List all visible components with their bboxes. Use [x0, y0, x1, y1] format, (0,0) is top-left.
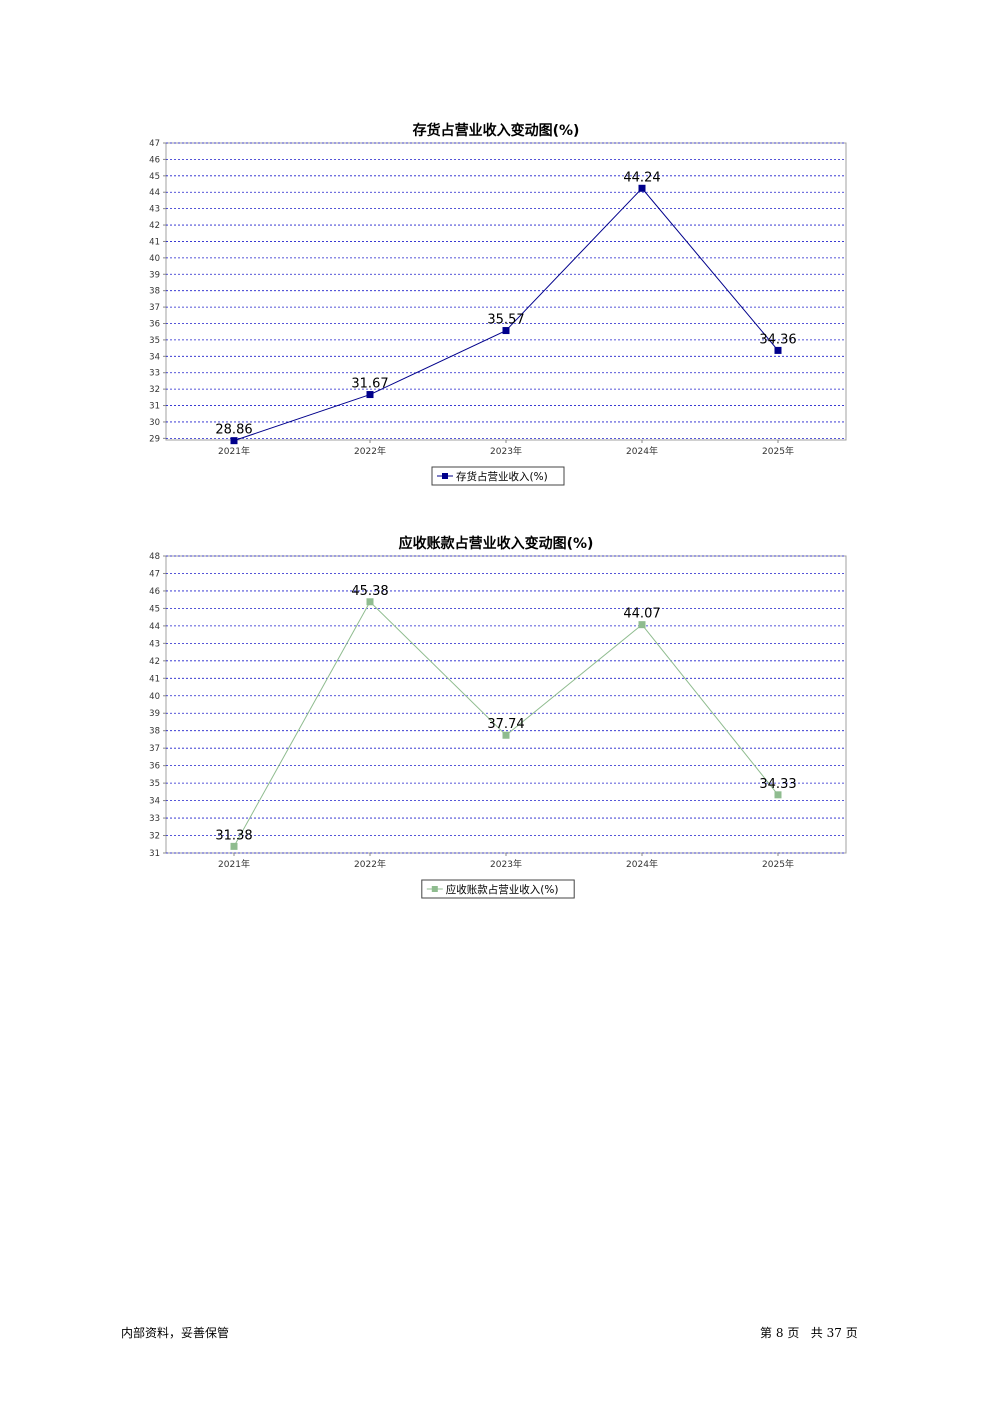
y-tick-label: 33 — [149, 369, 160, 379]
y-tick-label: 32 — [149, 832, 160, 842]
data-label: 28.86 — [215, 423, 252, 438]
footer-page-counter: 第 8 页 共 37 页 — [760, 1324, 858, 1341]
data-point — [231, 437, 238, 444]
y-tick-label: 44 — [149, 188, 160, 198]
y-tick-label: 32 — [149, 385, 160, 395]
y-tick-label: 37 — [149, 303, 160, 313]
data-label: 31.67 — [351, 377, 388, 392]
x-tick-label: 2025年 — [762, 445, 794, 457]
y-tick-label: 42 — [149, 657, 160, 667]
y-tick-label: 45 — [149, 604, 160, 614]
y-tick-label: 35 — [149, 336, 160, 346]
y-tick-label: 43 — [149, 639, 160, 649]
chart-svg-receivable: 应收账款占营业收入变动图(%) 31 32 33 34 35 36 37 38 39 40 41 42 4… — [0, 523, 992, 903]
plot-area — [166, 143, 846, 440]
y-tick-label: 47 — [149, 569, 160, 579]
y-tick-label: 31 — [149, 849, 160, 859]
y-tick-label: 48 — [149, 552, 160, 562]
y-tick-label: 45 — [149, 172, 160, 182]
data-point — [367, 391, 374, 398]
data-label: 35.57 — [487, 313, 524, 328]
y-tick-label: 41 — [149, 237, 160, 247]
x-tick-label: 2025年 — [762, 858, 794, 870]
y-tick-label: 38 — [149, 287, 160, 297]
x-tick-label: 2022年 — [354, 858, 386, 870]
y-tick-label: 29 — [149, 434, 160, 444]
data-point — [639, 185, 646, 192]
page-unit: 页 — [787, 1324, 799, 1341]
data-label: 45.38 — [351, 584, 388, 599]
data-point — [639, 621, 646, 628]
x-tick-label: 2021年 — [218, 445, 250, 457]
data-point — [231, 843, 238, 850]
data-label: 34.33 — [759, 777, 796, 792]
y-tick-label: 36 — [149, 319, 160, 329]
y-tick-label: 40 — [149, 692, 160, 702]
chart-inventory-ratio: 存货占营业收入变动图(%) 29 30 31 32 33 34 35 36 37 38 39 40 41 4… — [0, 110, 992, 490]
y-tick-label: 38 — [149, 727, 160, 737]
y-tick-label: 47 — [149, 139, 160, 149]
data-point — [775, 791, 782, 798]
y-tick-label: 41 — [149, 674, 160, 684]
y-tick-label: 39 — [149, 709, 160, 719]
y-tick-label: 33 — [149, 814, 160, 824]
footer-confidential-note: 内部资料，妥善保管 — [121, 1324, 229, 1341]
plot-area — [166, 556, 846, 853]
y-tick-label: 35 — [149, 779, 160, 789]
y-tick-label: 39 — [149, 270, 160, 280]
legend-marker — [432, 886, 438, 892]
y-tick-label: 34 — [149, 352, 160, 362]
chart-title: 存货占营业收入变动图(%) — [413, 122, 580, 139]
page-number: 8 — [776, 1326, 784, 1340]
y-tick-label: 37 — [149, 744, 160, 754]
total-pages: 37 — [827, 1326, 842, 1340]
legend-label: 存货占营业收入(%) — [456, 470, 548, 483]
data-point — [775, 347, 782, 354]
x-tick-label: 2023年 — [490, 445, 522, 457]
y-tick-label: 46 — [149, 587, 160, 597]
data-label: 44.07 — [623, 607, 660, 622]
page-footer: 内部资料，妥善保管 第 8 页 共 37 页 — [0, 1324, 992, 1344]
data-point — [503, 732, 510, 739]
chart-svg-inventory: 存货占营业收入变动图(%) 29 30 31 32 33 34 35 36 37 38 39 40 41 4… — [0, 110, 992, 490]
total-unit: 页 — [846, 1324, 858, 1341]
y-tick-label: 31 — [149, 402, 160, 412]
y-tick-label: 44 — [149, 622, 160, 632]
y-tick-label: 43 — [149, 205, 160, 215]
chart-receivable-ratio: 应收账款占营业收入变动图(%) 31 32 33 34 35 36 37 38 39 40 41 42 4… — [0, 523, 992, 903]
y-tick-label: 40 — [149, 254, 160, 264]
x-tick-label: 2023年 — [490, 858, 522, 870]
y-tick-label: 34 — [149, 797, 160, 807]
y-tick-label: 30 — [149, 418, 160, 428]
y-tick-label: 36 — [149, 762, 160, 772]
data-label: 37.74 — [487, 717, 524, 732]
data-point — [503, 327, 510, 334]
x-tick-label: 2022年 — [354, 445, 386, 457]
page-prefix: 第 — [760, 1324, 772, 1341]
y-tick-label: 42 — [149, 221, 160, 231]
data-label: 44.24 — [623, 170, 660, 185]
x-tick-label: 2024年 — [626, 445, 658, 457]
data-label: 31.38 — [215, 828, 252, 843]
y-tick-label: 46 — [149, 155, 160, 165]
data-label: 34.36 — [759, 332, 796, 347]
total-prefix: 共 — [811, 1324, 823, 1341]
x-tick-label: 2024年 — [626, 858, 658, 870]
chart-title: 应收账款占营业收入变动图(%) — [399, 535, 594, 552]
data-point — [367, 598, 374, 605]
x-tick-label: 2021年 — [218, 858, 250, 870]
legend-label: 应收账款占营业收入(%) — [446, 883, 559, 896]
legend-marker — [442, 473, 448, 479]
